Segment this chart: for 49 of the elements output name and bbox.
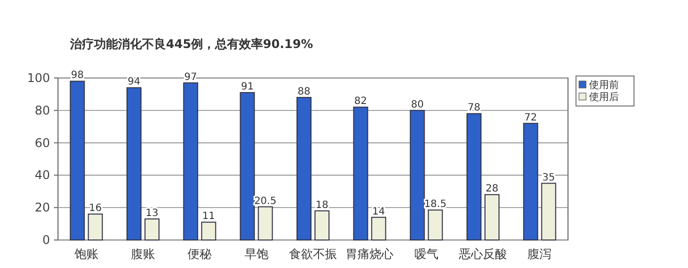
data-label: 18.5	[424, 199, 446, 210]
data-label: 82	[354, 96, 368, 108]
chart-title: 治疗功能消化不良445例，总有效率90.19%	[69, 37, 314, 51]
x-tick-label: 食欲不振	[289, 247, 337, 261]
data-label: 20.5	[254, 196, 276, 207]
y-tick-label: 0	[42, 233, 50, 247]
x-tick-label: 饱账	[73, 247, 98, 261]
bar	[541, 182, 556, 240]
x-tick-label: 恶心反酸	[458, 247, 507, 261]
data-label: 88	[298, 86, 310, 98]
data-label: 72	[524, 112, 538, 124]
legend-label: 使用后	[589, 91, 619, 103]
data-label: 80	[410, 99, 424, 110]
bar	[296, 96, 312, 240]
data-label: 14	[372, 206, 386, 218]
bar	[126, 87, 142, 240]
data-label: 13	[146, 208, 158, 219]
bar	[314, 210, 330, 240]
data-label: 91	[240, 82, 254, 93]
x-tick-label: 嗳气	[414, 247, 438, 261]
y-tick-label: 60	[34, 136, 50, 150]
data-label: 11	[202, 211, 216, 222]
y-tick-label: 40	[34, 168, 50, 182]
x-tick-label: 胃痛烧心	[346, 247, 394, 261]
x-tick-label: 便秘	[188, 247, 212, 261]
bar	[70, 80, 85, 240]
bar	[144, 218, 160, 240]
x-tick-label: 早饱	[244, 247, 268, 261]
bar	[258, 206, 273, 240]
bar	[484, 194, 500, 240]
data-label: 35	[542, 172, 556, 184]
y-tick-label: 20	[34, 200, 50, 215]
bar	[410, 110, 425, 240]
bar	[240, 92, 255, 240]
y-tick-label: 100	[27, 71, 50, 85]
data-label: 28	[486, 184, 498, 195]
bar	[201, 222, 216, 240]
bar	[88, 214, 103, 240]
y-tick-label: 80	[34, 103, 50, 118]
bar	[183, 82, 198, 240]
legend-label: 使用前	[589, 79, 619, 91]
x-tick-label: 腹泻	[528, 247, 552, 261]
bar	[353, 106, 368, 240]
data-label: 94	[128, 76, 140, 88]
x-tick-label: 腹账	[131, 247, 155, 261]
bar	[523, 122, 538, 240]
bar	[371, 216, 386, 240]
bar	[466, 113, 482, 240]
bar	[428, 210, 443, 240]
